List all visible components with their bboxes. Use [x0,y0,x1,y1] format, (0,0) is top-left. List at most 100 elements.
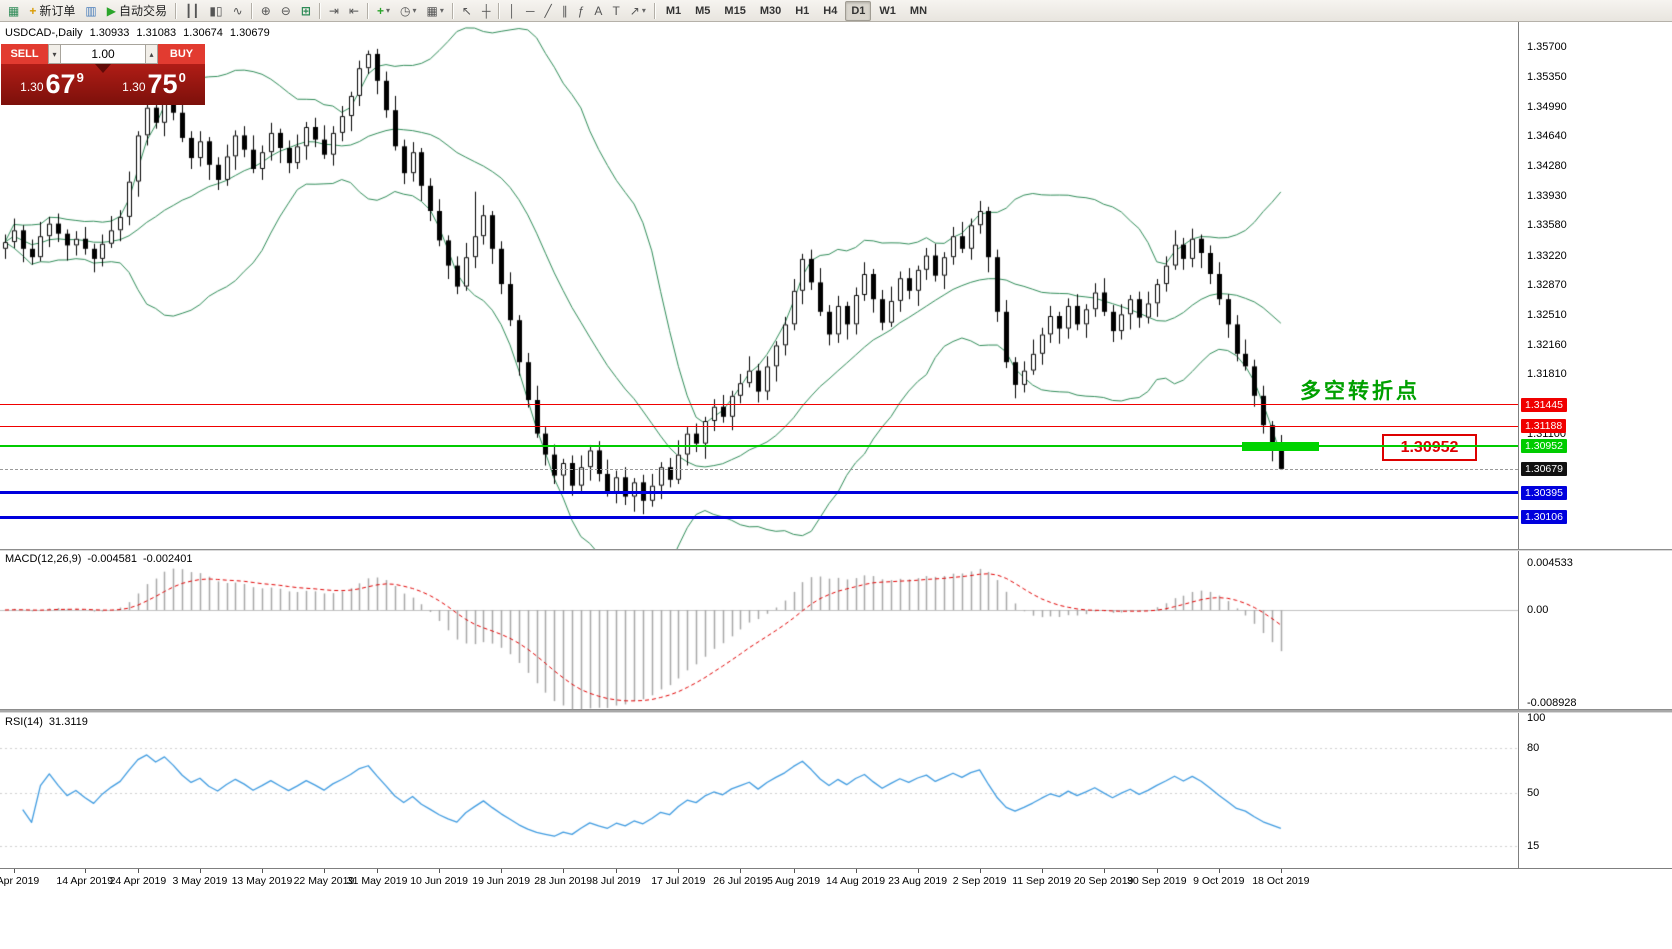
caret-down-icon: ▾ [386,6,391,15]
rsi-indicator-label: RSI(14) 31.3119 [5,716,94,728]
buy-price-display[interactable]: 1.30 75 0 [103,64,205,105]
time-axis-label: 2 Sep 2019 [952,875,1007,887]
equidistant-channel-button[interactable]: ∥ [558,1,572,21]
rsi-panel-canvas[interactable] [0,713,1518,868]
sell-button[interactable]: SELL [1,44,48,64]
macd-main-value: -0.004581 [87,553,137,565]
text-button[interactable]: A [590,1,606,21]
chart-shift-button[interactable]: ⇤ [345,1,363,21]
rsi-axis-label: 50 [1527,787,1540,799]
toolbar-divider [318,2,321,19]
zoom-in-button-icon: ⊕ [260,3,271,18]
volume-decrease-button[interactable]: ▾ [48,44,61,64]
tf-m30[interactable]: M30 [754,1,787,21]
candlestick-chart-button[interactable]: ▮▯ [205,1,226,21]
time-axis-label: 14 Apr 2019 [56,875,114,887]
bar-chart-button[interactable]: ┃┃ [181,1,203,21]
buy-price-pips: 75 [147,69,178,99]
price-chart-canvas[interactable] [0,22,1518,549]
zoom-in-button[interactable]: ⊕ [257,1,275,21]
time-axis-tick [1103,869,1105,873]
trendline-button-icon: ╱ [544,3,552,18]
line-chart-button[interactable]: ∿ [229,1,247,21]
zoom-out-button[interactable]: ⊖ [277,1,295,21]
trendline-button[interactable]: ╱ [541,1,556,21]
time-axis-label: 22 May 2019 [293,875,355,887]
market-watch-button-icon: ▥ [85,3,97,18]
zoom-out-button-icon: ⊖ [280,3,291,18]
tf-d1[interactable]: D1 [845,0,872,21]
tf-h1[interactable]: H1 [789,1,815,21]
arrows-button[interactable]: ↗ ▾ [626,1,650,21]
text-label-button[interactable]: T [608,1,623,21]
macd-panel-canvas[interactable] [0,551,1518,709]
symbol-period-label: USDCAD-,Daily [5,27,83,39]
new-chart-button[interactable]: ▦ [4,1,23,21]
market-watch-button[interactable]: ▥ [81,1,100,21]
time-axis-label: 26 Jul 2019 [713,875,768,887]
fibonacci-button[interactable]: ƒ [574,1,589,21]
crosshair-button[interactable]: ┼ [478,1,495,21]
new-order-button[interactable]: + 新订单 [25,1,79,21]
tf-h1-label: H1 [795,4,810,17]
new-order-button-label: 新订单 [39,4,76,18]
time-axis-label: 17 Jul 2019 [651,875,706,887]
price-axis-label: 1.35700 [1527,41,1567,54]
volume-input[interactable] [61,44,145,64]
horizontal-line-button-icon: ─ [525,3,535,18]
caret-down-icon: ▾ [641,6,646,15]
time-axis-label: 31 May 2019 [346,875,408,887]
buy-button[interactable]: BUY [158,44,205,64]
tf-m30-label: M30 [759,4,782,17]
tf-m5-label: M5 [695,4,711,17]
candlestick-chart-button-icon: ▮▯ [209,3,223,18]
indicators-button[interactable]: + ▾ [373,1,394,21]
macd-name: MACD(12,26,9) [5,553,82,565]
horizontal-line-button[interactable]: ─ [522,1,539,21]
hline-price-badge: 1.30395 [1521,485,1567,500]
price-axis-label: 1.33220 [1527,249,1567,262]
time-axis-tick [1218,869,1220,873]
tf-m15[interactable]: M15 [718,1,751,21]
autotrading-button-label: 自动交易 [118,4,167,18]
price-axis[interactable]: 1.35700 1.35350 1.34990 1.34640 1.34280 1.339… [1518,22,1672,868]
volume-increase-button[interactable]: ▴ [145,44,158,64]
price-axis-label: 1.35350 [1527,70,1567,83]
equidistant-channel-button-icon: ∥ [561,3,568,18]
time-axis-label: 23 Aug 2019 [888,875,948,887]
tile-windows-button[interactable]: ⊞ [297,1,315,21]
spin-up-icon: ▴ [149,49,154,59]
cursor-button[interactable]: ↖ [458,1,476,21]
chart-shift-button-icon: ⇤ [348,3,360,18]
tf-mn[interactable]: MN [904,1,933,21]
tf-m1-label: M1 [665,4,682,17]
templates-button[interactable]: ▦ ▾ [423,1,448,21]
periods-button[interactable]: ◷ ▾ [396,1,421,21]
panel-separator[interactable] [0,549,1672,551]
sell-price-display[interactable]: 1.30 67 9 [1,64,103,105]
autotrading-button[interactable]: ▶ 自动交易 [103,1,171,21]
panel-separator[interactable] [0,709,1672,713]
toolbar-divider [250,2,253,19]
auto-scroll-button[interactable]: ⇥ [325,1,343,21]
tf-h4[interactable]: H4 [817,1,843,21]
tf-w1[interactable]: W1 [873,1,902,21]
high-value: 1.31083 [136,27,177,39]
rsi-value: 31.3119 [48,716,88,728]
macd-signal-value: -0.002401 [142,553,193,565]
tf-m5[interactable]: M5 [689,1,716,21]
price-axis-label: 1.31810 [1527,367,1567,380]
tf-m1[interactable]: M1 [660,1,687,21]
macd-axis-label: 0.00 [1527,604,1549,616]
time-axis-label: 11 Sep 2019 [1012,875,1071,887]
time-axis-label: 4 Apr 2019 [0,875,40,887]
autotrading-button-icon: ▶ [106,3,116,18]
hline-price-badge: 1.30952 [1521,439,1567,454]
price-divider-notch [95,64,111,73]
tile-windows-button-icon: ⊞ [300,3,311,18]
time-axis-tick [678,869,680,873]
rsi-axis-label: 15 [1527,839,1540,852]
vertical-line-button[interactable]: │ [504,1,520,21]
price-axis-label: 1.32160 [1527,338,1567,351]
